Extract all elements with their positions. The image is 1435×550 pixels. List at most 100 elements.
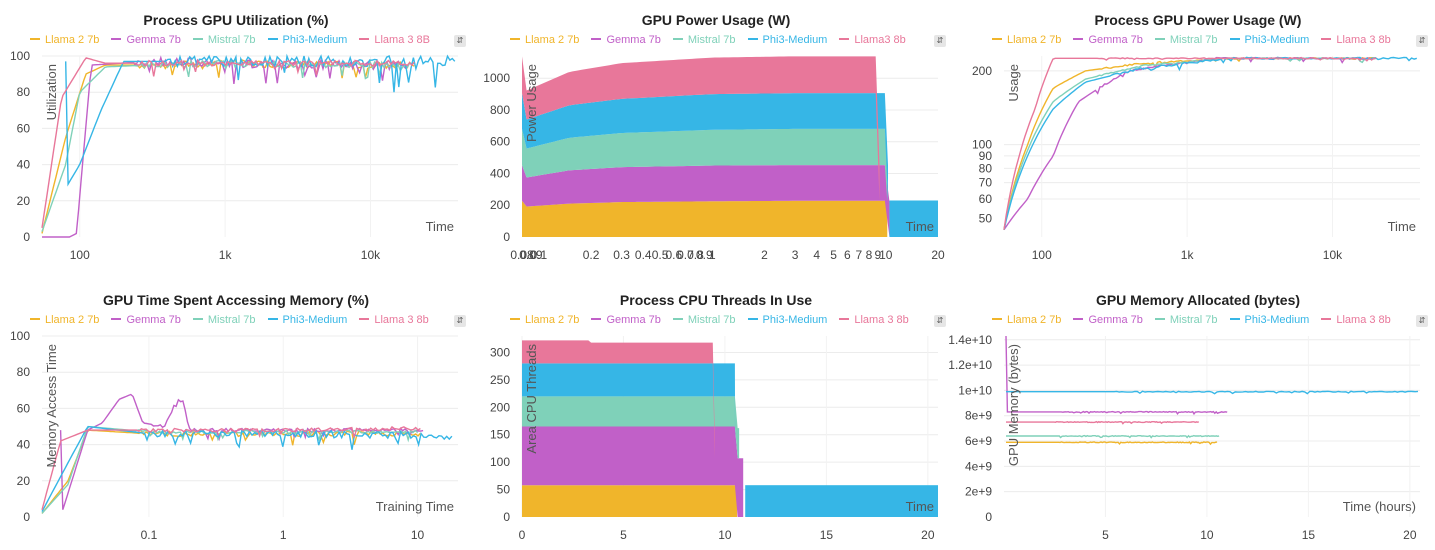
line-series[interactable] xyxy=(42,55,409,238)
legend-item[interactable]: Phi3-Medium xyxy=(267,314,348,326)
y-tick-label: 400 xyxy=(490,166,510,180)
legend-item[interactable]: Llama 3 8b xyxy=(1321,314,1391,326)
y-tick-label: 100 xyxy=(10,49,30,63)
legend-item[interactable]: Llama3 8b xyxy=(839,34,906,46)
area-series[interactable] xyxy=(522,485,738,517)
x-axis-label: Time xyxy=(906,219,934,234)
chart-plot: 0 200 400 600 800 1000 0.080.090.1 0.2 0.3 0.4 0.5… xyxy=(483,56,945,262)
line-series[interactable] xyxy=(1003,56,1377,230)
area-series[interactable] xyxy=(522,165,890,237)
legend-item[interactable]: Gemma 7b xyxy=(591,314,661,326)
legend-label: Llama 2 7b xyxy=(45,34,100,46)
legend-item[interactable]: Llama 2 7b xyxy=(992,314,1061,326)
chevron-updown-icon[interactable]: ⇵ xyxy=(1416,315,1428,327)
chart-title: Process GPU Utilization (%) xyxy=(143,12,329,28)
area-series[interactable] xyxy=(522,396,740,459)
area-series[interactable] xyxy=(522,128,888,202)
line-series[interactable] xyxy=(1005,335,1228,416)
chevron-updown-icon[interactable]: ⇵ xyxy=(934,35,946,47)
legend-item[interactable]: Gemma 7b xyxy=(591,34,661,46)
legend-item[interactable]: Llama 2 7b xyxy=(992,34,1061,46)
x-tick-label: 15 xyxy=(820,528,834,542)
y-tick-label: 60 xyxy=(17,401,31,415)
area-series[interactable] xyxy=(522,56,880,202)
legend-item[interactable]: Llama 3 8b xyxy=(839,314,909,326)
line-series[interactable] xyxy=(41,57,415,229)
legend-item[interactable]: Llama 3 8b xyxy=(359,314,429,326)
area-series[interactable] xyxy=(522,200,888,237)
legend-label: Phi3-Medium xyxy=(282,34,348,46)
line-series[interactable] xyxy=(41,425,453,512)
y-tick-label: 0 xyxy=(503,510,510,524)
legend-item[interactable]: Phi3-Medium xyxy=(747,34,827,46)
y-tick-label: 0 xyxy=(985,510,992,524)
legend-item[interactable]: Mistral 7b xyxy=(192,34,256,46)
chart-legend: Llama 2 7b Gemma 7b Mistral 7b Phi3-Medium L… xyxy=(30,34,442,50)
legend-label: Mistral 7b xyxy=(1169,34,1218,46)
x-tick-label: 20 xyxy=(921,528,935,542)
line-series[interactable] xyxy=(1003,56,1377,230)
legend-item[interactable]: Llama 2 7b xyxy=(510,34,579,46)
legend-swatch xyxy=(672,318,683,321)
line-series[interactable] xyxy=(1006,434,1220,439)
legend-item[interactable]: Mistral 7b xyxy=(672,34,736,46)
line-series[interactable] xyxy=(1006,390,1419,395)
legend-item[interactable]: Llama 3 8b xyxy=(1321,34,1391,46)
x-tick-label: 100 xyxy=(70,248,90,262)
legend-item[interactable]: Phi3-Medium xyxy=(267,34,348,46)
legend-item[interactable]: Llama 2 7b xyxy=(510,314,579,326)
line-series[interactable] xyxy=(1003,57,1377,230)
y-tick-label: 70 xyxy=(979,176,993,190)
legend-swatch xyxy=(1073,38,1084,41)
x-tick-label: 100 xyxy=(1032,248,1052,262)
area-series-tail[interactable] xyxy=(745,485,938,517)
legend-item[interactable]: Mistral 7b xyxy=(1154,34,1218,46)
line-series[interactable] xyxy=(41,425,421,510)
line-series[interactable] xyxy=(65,53,456,187)
chevron-updown-icon[interactable]: ⇵ xyxy=(934,315,946,327)
legend-item[interactable]: Gemma 7b xyxy=(111,34,181,46)
legend-item[interactable]: Phi3-Medium xyxy=(1229,314,1309,326)
chart-panel-memory-allocated: GPU Memory Allocated (bytes) Llama 2 7b G… xyxy=(948,280,1434,550)
x-tick-label: 6 xyxy=(844,248,851,262)
legend-label: Phi3-Medium xyxy=(282,314,348,326)
legend-label: Llama 2 7b xyxy=(525,34,580,46)
y-tick-label: 100 xyxy=(972,138,992,152)
legend-item[interactable]: Mistral 7b xyxy=(192,314,256,326)
legend-item[interactable]: Llama 2 7b xyxy=(30,314,99,326)
legend-item[interactable]: Phi3-Medium xyxy=(747,314,827,326)
legend-item[interactable]: Mistral 7b xyxy=(672,314,736,326)
y-tick-label: 2e+9 xyxy=(965,485,992,499)
line-series[interactable] xyxy=(59,393,424,510)
area-series-tail[interactable] xyxy=(889,200,938,237)
line-series[interactable] xyxy=(41,58,415,232)
x-axis-label: Time xyxy=(906,499,934,514)
line-series[interactable] xyxy=(41,425,419,514)
legend-item[interactable]: Llama 2 7b xyxy=(30,34,99,46)
chevron-updown-icon[interactable]: ⇵ xyxy=(1416,35,1428,47)
legend-swatch xyxy=(992,38,1002,41)
area-series[interactable] xyxy=(522,93,889,202)
legend-swatch xyxy=(672,38,683,41)
area-series[interactable] xyxy=(522,363,736,459)
chevron-updown-icon[interactable]: ⇵ xyxy=(454,35,466,47)
line-series[interactable] xyxy=(1003,56,1418,230)
chart-title: GPU Memory Allocated (bytes) xyxy=(1095,292,1301,308)
legend-item[interactable]: Mistral 7b xyxy=(1154,314,1218,326)
legend-label: Llama 2 7b xyxy=(1007,34,1062,46)
line-series[interactable] xyxy=(41,59,415,234)
legend-item[interactable]: Phi3-Medium xyxy=(1229,34,1309,46)
chart-title: Process GPU Power Usage (W) xyxy=(1094,12,1302,28)
y-tick-label: 800 xyxy=(490,103,510,117)
line-series[interactable] xyxy=(41,429,421,514)
legend-item[interactable]: Gemma 7b xyxy=(1073,314,1143,326)
legend-item[interactable]: Llama 3 8B xyxy=(359,34,430,46)
legend-item[interactable]: Gemma 7b xyxy=(1073,34,1143,46)
chevron-updown-icon[interactable]: ⇵ xyxy=(454,315,466,327)
area-series[interactable] xyxy=(522,426,744,518)
line-series[interactable] xyxy=(1006,441,1218,446)
legend-item[interactable]: Gemma 7b xyxy=(111,314,181,326)
line-series[interactable] xyxy=(1006,420,1200,425)
legend-swatch xyxy=(1229,318,1240,321)
area-series[interactable] xyxy=(522,340,715,459)
